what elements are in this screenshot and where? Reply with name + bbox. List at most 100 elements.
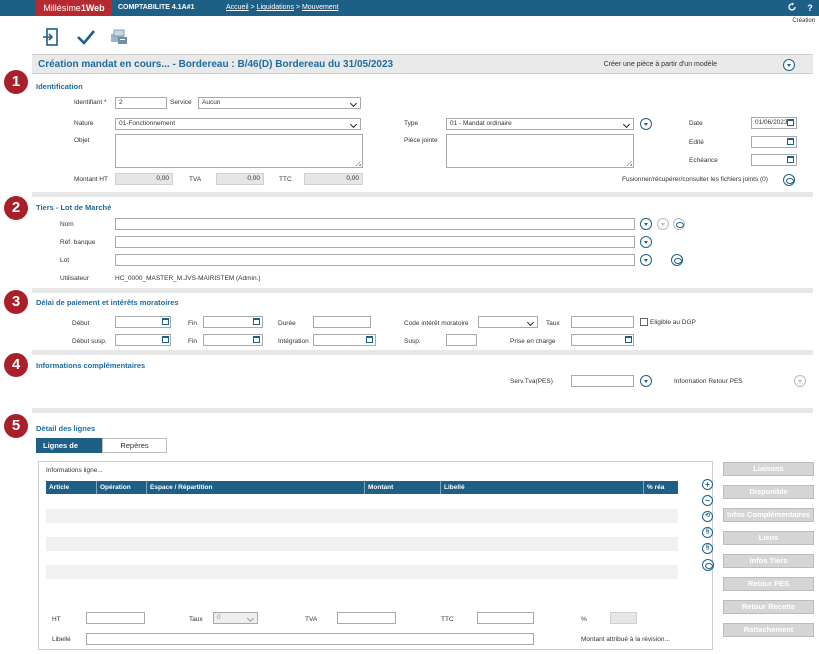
table-row[interactable] — [46, 509, 678, 523]
table-row[interactable] — [46, 565, 678, 579]
type-select[interactable]: 01 - Mandat ordinaire — [446, 118, 634, 130]
serv-tva-input[interactable] — [571, 375, 634, 387]
susp-label: Susp. — [404, 338, 421, 345]
calendar-icon[interactable] — [625, 336, 632, 343]
column-montant[interactable]: Montant — [365, 481, 441, 494]
nom-options-icon[interactable] — [640, 218, 652, 230]
ref-banque-options-icon[interactable] — [640, 236, 652, 248]
infos-complementaires-button[interactable]: Infos Complémentaires — [723, 508, 814, 522]
prise-en-charge-input[interactable] — [571, 334, 634, 346]
table-row[interactable] — [46, 495, 678, 509]
debut-susp-input[interactable] — [115, 334, 171, 346]
liaisons-button[interactable]: Liaisons — [723, 462, 814, 476]
remove-line-icon[interactable]: − — [702, 495, 713, 506]
column-operation[interactable]: Opération — [97, 481, 147, 494]
libelle-line-input[interactable] — [86, 633, 534, 645]
retour-recette-button[interactable]: Retour Recette — [723, 600, 814, 614]
piece-jointe-label: Pièce jointe — [404, 137, 438, 144]
model-dropdown-icon[interactable] — [783, 59, 795, 71]
identifiant-input[interactable]: 2 — [115, 97, 167, 109]
column-article[interactable]: Article — [46, 481, 97, 494]
view-lot-icon[interactable] — [671, 254, 683, 266]
calendar-icon[interactable] — [253, 318, 260, 325]
info-icon[interactable] — [657, 218, 669, 230]
debut-input[interactable] — [115, 316, 171, 328]
service-label: Service — [170, 99, 192, 106]
fin-input[interactable] — [203, 316, 263, 328]
type-options-icon[interactable] — [640, 118, 652, 130]
print-documents-button[interactable] — [108, 26, 130, 48]
fusion-files-label[interactable]: Fusionner/récupérer/consulter les fichie… — [622, 176, 768, 183]
ttc-line-input[interactable] — [477, 612, 534, 624]
table-row[interactable] — [46, 537, 678, 551]
column-pct-rea[interactable]: % réa — [647, 484, 665, 491]
view-line-icon[interactable] — [702, 559, 714, 571]
view-files-icon[interactable] — [783, 174, 795, 186]
code-interet-select[interactable] — [478, 316, 538, 328]
ht-input[interactable] — [86, 612, 145, 624]
info-retour-pes-icon[interactable] — [794, 375, 806, 387]
refresh-line-icon[interactable]: ⟲ — [702, 511, 713, 522]
calendar-icon[interactable] — [787, 119, 794, 126]
help-icon[interactable]: ? — [807, 3, 813, 13]
date-input[interactable]: 01/06/2023 — [751, 117, 797, 129]
susp-input[interactable] — [446, 334, 477, 346]
section-number-badge: 5 — [4, 414, 28, 438]
section-separator — [32, 192, 813, 197]
taux-input[interactable] — [571, 316, 634, 328]
calendar-icon[interactable] — [162, 336, 169, 343]
view-tiers-icon[interactable] — [673, 218, 685, 230]
breadcrumb-mouvement[interactable]: Mouvement — [301, 4, 339, 11]
nature-select[interactable]: 01-Fonctionnement — [115, 118, 361, 130]
clip-icon[interactable]: § — [702, 527, 713, 538]
column-libelle[interactable]: Libellé — [441, 481, 644, 494]
lot-options-icon[interactable] — [640, 254, 652, 266]
serv-tva-options-icon[interactable] — [640, 375, 652, 387]
table-row[interactable] — [46, 579, 678, 593]
clip-icon[interactable]: § — [702, 543, 713, 554]
liens-button[interactable]: Liens — [723, 531, 814, 545]
integration-input[interactable] — [313, 334, 376, 346]
infos-tiers-button[interactable]: Infos Tiers — [723, 554, 814, 568]
create-from-model-link[interactable]: Créer une pièce à partir d'un modèle — [603, 61, 717, 68]
libelle-line-label: Libellé — [52, 636, 71, 643]
nom-input[interactable] — [115, 218, 635, 230]
service-select[interactable]: Aucun — [198, 97, 361, 109]
disponible-button[interactable]: Disponible — [723, 485, 814, 499]
column-espace-repartition[interactable]: Espace / Répartition — [147, 481, 365, 494]
breadcrumb-accueil[interactable]: Accueil — [226, 4, 249, 11]
breadcrumb-liquidations[interactable]: Liquidations — [256, 4, 294, 11]
utilisateur-label: Utilisateur — [60, 275, 89, 282]
refresh-icon[interactable] — [786, 2, 798, 14]
exit-button[interactable] — [40, 26, 62, 48]
objet-textarea[interactable] — [115, 134, 363, 168]
section-title-infos: Informations complémentaires — [36, 361, 146, 370]
add-line-icon[interactable]: + — [702, 479, 713, 490]
calendar-icon[interactable] — [162, 318, 169, 325]
calendar-icon[interactable] — [787, 156, 794, 163]
lot-input[interactable] — [115, 254, 635, 266]
calendar-icon[interactable] — [253, 336, 260, 343]
table-row[interactable] — [46, 551, 678, 565]
fin-susp-input[interactable] — [203, 334, 263, 346]
tab-reperes[interactable]: Repères — [102, 438, 167, 453]
creation-label: Création — [792, 18, 815, 24]
validate-button[interactable] — [75, 26, 97, 48]
table-row[interactable] — [46, 523, 678, 537]
duree-input[interactable] — [313, 316, 371, 328]
tab-lignes-piece[interactable]: Lignes de pièce — [36, 438, 103, 463]
tva-value: 0,00 — [216, 173, 264, 185]
taux-line-select[interactable]: 0 — [213, 612, 258, 624]
ref-banque-input[interactable] — [115, 236, 635, 248]
retour-pes-button[interactable]: Retour PES — [723, 577, 814, 591]
eligible-dgp-checkbox[interactable] — [640, 318, 648, 326]
calendar-icon[interactable] — [366, 336, 373, 343]
echeance-input[interactable] — [751, 154, 797, 166]
rattachement-button[interactable]: Rattachement — [723, 623, 814, 637]
lines-panel: Informations ligne... Article Opération … — [38, 461, 713, 650]
calendar-icon[interactable] — [787, 138, 794, 145]
tva-line-input[interactable] — [337, 612, 396, 624]
piece-jointe-textarea[interactable] — [446, 134, 634, 168]
section-number-badge: 3 — [4, 290, 28, 314]
edite-input[interactable] — [751, 136, 797, 148]
